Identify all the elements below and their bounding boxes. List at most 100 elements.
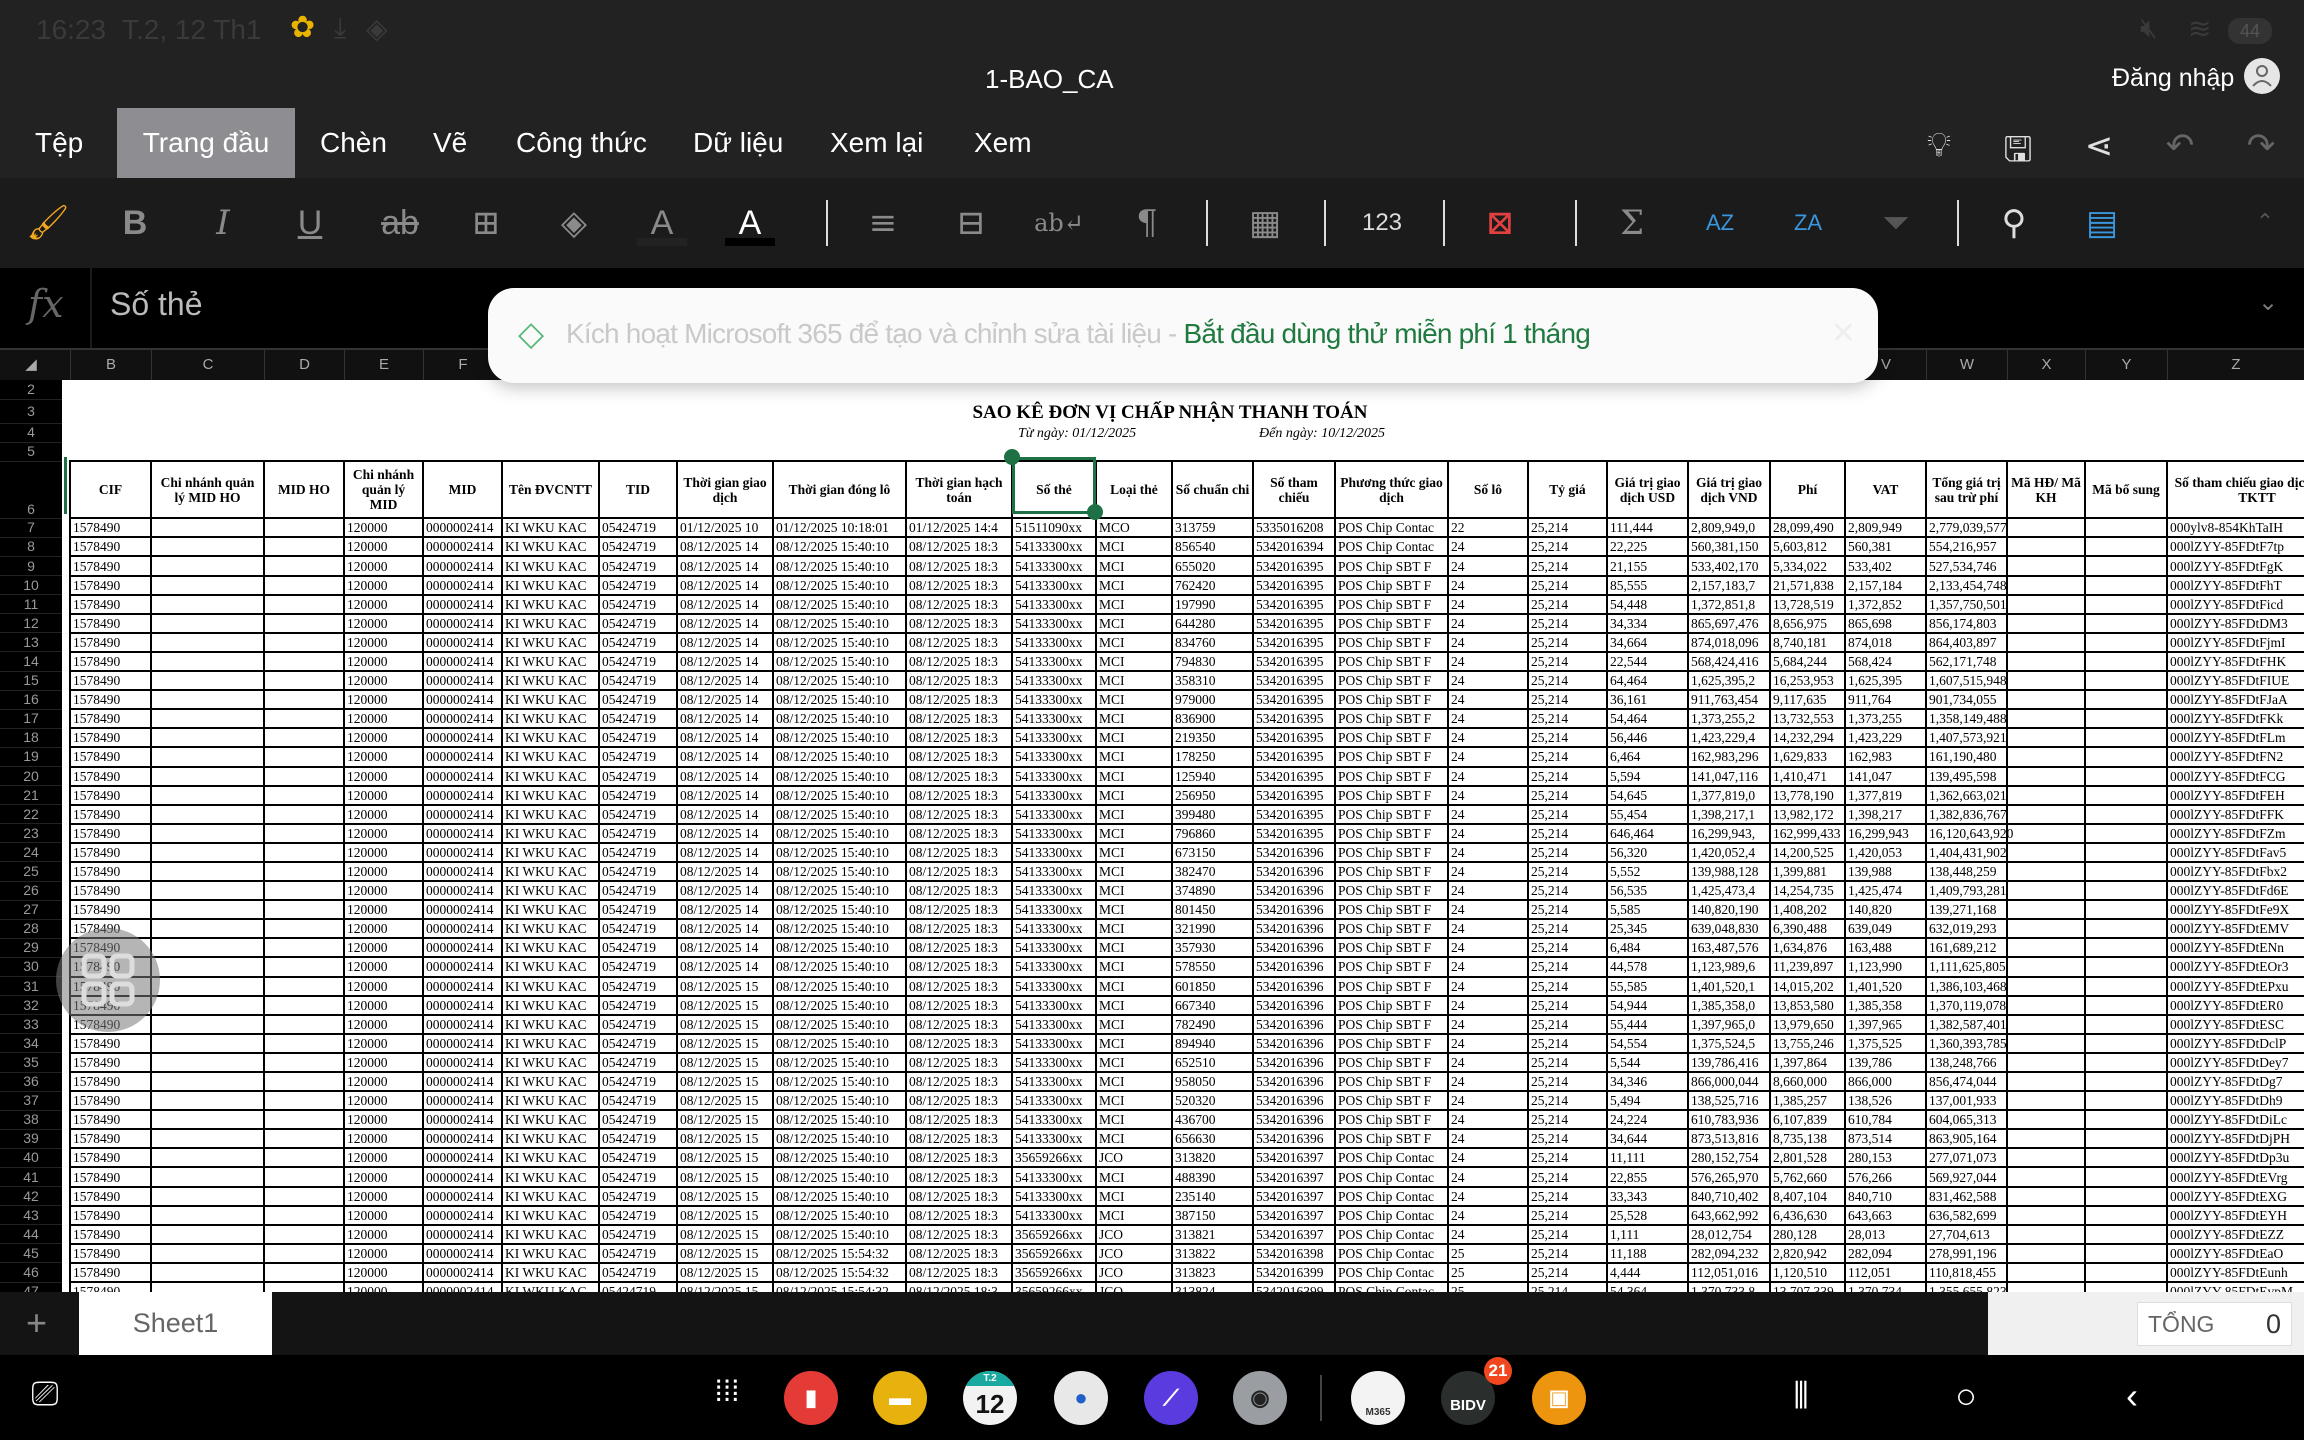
data-cell[interactable]: 120000	[343, 727, 424, 749]
data-cell[interactable]: 08/12/2025 14	[676, 708, 774, 730]
spreadsheet-grid[interactable]: 2 3 4 5 6 CIF Chi nhánh quản lý MID HO MID HO Ch…	[0, 380, 2304, 1292]
column-header-cell[interactable]: Số chuẩn chi	[1171, 460, 1254, 520]
data-cell[interactable]: 643,663	[1844, 1204, 1927, 1226]
data-cell[interactable]: 901,734,055	[1925, 689, 2008, 711]
data-cell[interactable]: 08/12/2025 18:3	[905, 1204, 1013, 1226]
underline-icon[interactable]: U	[297, 204, 323, 242]
data-cell[interactable]: 25,214	[1527, 555, 1608, 577]
data-cell[interactable]: 25,214	[1527, 708, 1608, 730]
empty-cell[interactable]	[62, 1034, 70, 1053]
column-header-cell[interactable]: CIF	[69, 460, 152, 520]
data-cell[interactable]: 08/12/2025 15:40:10	[772, 1051, 907, 1074]
data-cell[interactable]: 656630	[1171, 1128, 1254, 1150]
data-cell[interactable]: 25,214	[1527, 956, 1608, 978]
data-cell[interactable]: KI WKU KAC	[501, 765, 600, 787]
data-cell[interactable]: 25,528	[1606, 1204, 1689, 1226]
data-cell[interactable]: 54133300xx	[1011, 841, 1097, 863]
data-cell[interactable]: 54133300xx	[1011, 1204, 1097, 1226]
data-cell[interactable]: 399480	[1171, 803, 1254, 825]
data-cell[interactable]: 08/12/2025 18:3	[905, 1032, 1013, 1054]
row-number[interactable]: 14	[0, 651, 62, 672]
data-cell[interactable]: 1578490	[69, 1128, 152, 1150]
data-cell[interactable]	[263, 593, 345, 615]
data-cell[interactable]: 120000	[343, 1223, 424, 1245]
data-cell[interactable]: 05424719	[598, 1261, 678, 1284]
data-cell[interactable]	[150, 1013, 265, 1035]
back-button[interactable]: ‹	[2126, 1375, 2138, 1416]
data-cell[interactable]: 197990	[1171, 593, 1254, 615]
data-cell[interactable]: 000lZYY-85FDtEOr3	[2166, 956, 2304, 978]
column-header-cell[interactable]: VAT	[1844, 460, 1927, 520]
data-cell[interactable]: 0000002414	[422, 765, 503, 787]
data-cell[interactable]: 1,423,229	[1844, 727, 1927, 749]
empty-cell[interactable]	[1448, 423, 1528, 442]
column-header-w[interactable]: W	[1926, 350, 2007, 380]
data-cell[interactable]: 1,425,474	[1844, 880, 1927, 902]
data-cell[interactable]: 604,065,313	[1925, 1109, 2008, 1131]
data-cell[interactable]	[150, 536, 265, 558]
data-cell[interactable]: 25,214	[1527, 765, 1608, 787]
empty-cell[interactable]	[1012, 423, 1096, 442]
data-cell[interactable]	[2007, 670, 2086, 692]
data-cell[interactable]: 120000	[343, 841, 424, 863]
row-number[interactable]: 36	[0, 1072, 62, 1092]
data-cell[interactable]: 1,355,655,823	[1925, 1281, 2008, 1292]
empty-cell[interactable]	[62, 1091, 70, 1110]
data-cell[interactable]: 11,111	[1606, 1147, 1689, 1169]
data-cell[interactable]: 25,214	[1527, 1204, 1608, 1226]
data-cell[interactable]: 0000002414	[422, 746, 503, 768]
data-cell[interactable]: 2,133,454,748	[1925, 574, 2008, 596]
data-cell[interactable]: POS Chip SBT F	[1334, 1128, 1449, 1150]
data-cell[interactable]: 08/12/2025 15:40:10	[772, 1185, 907, 1207]
save-icon[interactable]: 🖫	[2003, 131, 2033, 169]
data-cell[interactable]: 0000002414	[422, 918, 503, 940]
data-cell[interactable]	[2007, 765, 2086, 787]
data-cell[interactable]: 08/12/2025 18:3	[905, 746, 1013, 768]
data-cell[interactable]	[2084, 689, 2168, 711]
data-cell[interactable]	[263, 822, 345, 844]
data-cell[interactable]: 08/12/2025 18:3	[905, 1223, 1013, 1245]
data-cell[interactable]: 120000	[343, 899, 424, 921]
data-cell[interactable]: 08/12/2025 15:40:10	[772, 689, 907, 711]
data-cell[interactable]: 24	[1447, 880, 1529, 902]
column-header-cell[interactable]: Thời gian hạch toán	[905, 460, 1013, 520]
data-cell[interactable]: 554,216,957	[1925, 536, 2008, 558]
row-number[interactable]: 26	[0, 881, 62, 901]
close-icon[interactable]: ✕	[1830, 317, 1856, 350]
data-cell[interactable]: 2,157,183,7	[1687, 574, 1771, 596]
data-cell[interactable]: MCI	[1095, 1185, 1173, 1207]
data-cell[interactable]	[2084, 536, 2168, 558]
data-cell[interactable]: 000lZYY-85FDtFZm	[2166, 822, 2304, 844]
data-cell[interactable]: 24	[1447, 975, 1529, 997]
data-cell[interactable]: 08/12/2025 15	[676, 1166, 774, 1188]
data-cell[interactable]: POS Chip SBT F	[1334, 784, 1449, 806]
data-cell[interactable]: 08/12/2025 15:40:10	[772, 1204, 907, 1226]
data-cell[interactable]: 5342016395	[1252, 574, 1336, 596]
data-cell[interactable]: 08/12/2025 15:40:10	[772, 1090, 907, 1112]
data-cell[interactable]: 313824	[1171, 1281, 1254, 1292]
data-cell[interactable]: 54,944	[1606, 994, 1689, 1016]
data-cell[interactable]: 08/12/2025 18:3	[905, 708, 1013, 730]
data-cell[interactable]	[150, 880, 265, 902]
data-cell[interactable]: 162,983,296	[1687, 746, 1771, 768]
data-cell[interactable]: 8,735,138	[1769, 1128, 1846, 1150]
row-number[interactable]: 23	[0, 823, 62, 844]
data-cell[interactable]: MCI	[1095, 1109, 1173, 1131]
data-cell[interactable]: 25,214	[1527, 1261, 1608, 1284]
data-cell[interactable]: 08/12/2025 15:40:10	[772, 994, 907, 1016]
empty-cell[interactable]	[423, 399, 502, 423]
data-cell[interactable]: POS Chip SBT F	[1334, 880, 1449, 902]
data-cell[interactable]: 5,585	[1606, 899, 1689, 921]
data-cell[interactable]: 652510	[1171, 1051, 1254, 1074]
data-cell[interactable]: 08/12/2025 15:40:10	[772, 860, 907, 883]
data-cell[interactable]	[263, 1051, 345, 1074]
data-cell[interactable]	[263, 650, 345, 673]
data-cell[interactable]: 05424719	[598, 1223, 678, 1245]
data-cell[interactable]: MCI	[1095, 1166, 1173, 1188]
data-cell[interactable]: 5342016397	[1252, 1166, 1336, 1188]
data-cell[interactable]: 0000002414	[422, 899, 503, 921]
data-cell[interactable]: 14,232,294	[1769, 727, 1846, 749]
row-number[interactable]: 46	[0, 1262, 62, 1283]
data-cell[interactable]: 08/12/2025 15:40:10	[772, 803, 907, 825]
data-cell[interactable]: 1578490	[69, 784, 152, 806]
